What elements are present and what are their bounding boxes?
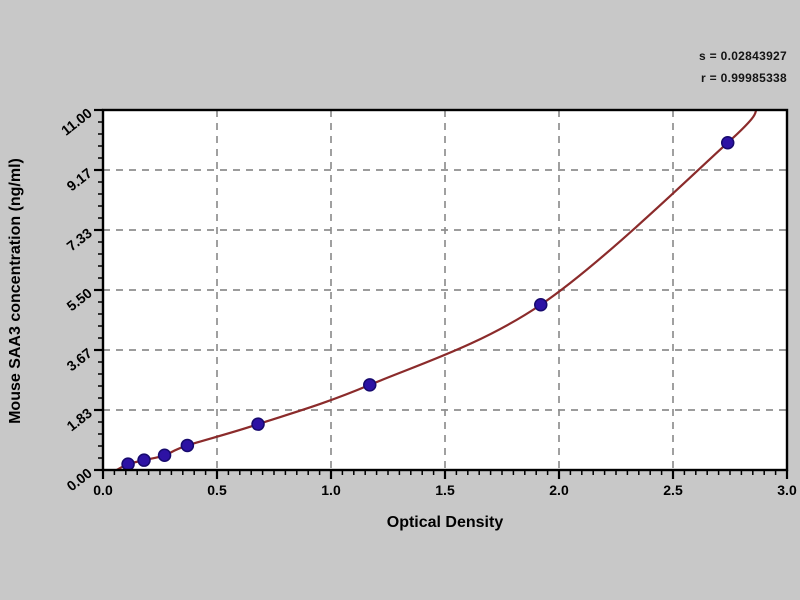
x-axis-title: Optical Density (386, 514, 504, 531)
x-tick-label: 0.5 (207, 482, 227, 498)
x-tick-label: 0.0 (93, 482, 113, 498)
data-point (121, 457, 135, 471)
data-point (157, 448, 172, 463)
x-tick-label: 2.5 (663, 482, 683, 498)
stat-r-value: r = 0.99985338 (701, 71, 787, 85)
x-tick-label: 2.0 (549, 482, 569, 498)
x-tick-label: 1.5 (435, 482, 455, 498)
stat-s-value: s = 0.02843927 (699, 49, 787, 63)
x-tick-label: 3.0 (777, 482, 797, 498)
y-axis-title: Mouse SAA3 concentration (ng/ml) (7, 158, 24, 424)
data-point (180, 438, 195, 453)
data-point (534, 297, 548, 312)
data-point (137, 453, 151, 467)
x-tick-label: 1.0 (321, 482, 341, 498)
data-point (363, 378, 377, 392)
data-point (720, 135, 735, 150)
data-point (251, 417, 265, 431)
